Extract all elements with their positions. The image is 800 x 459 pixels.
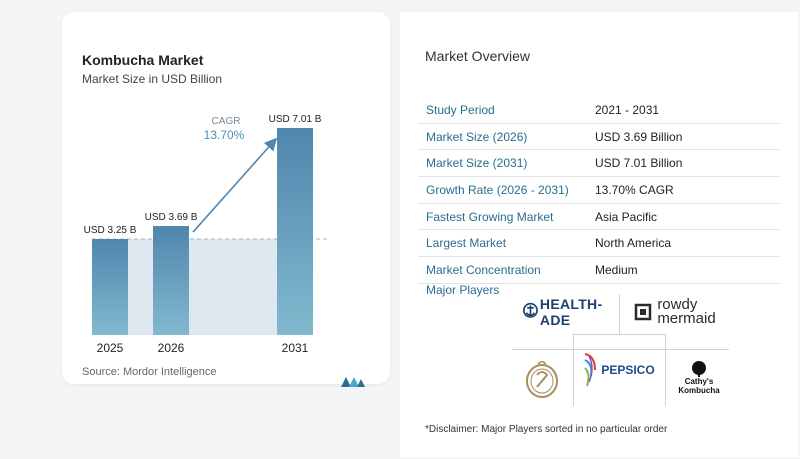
- major-players-title: Major Players: [426, 283, 500, 297]
- row-value: USD 7.01 Billion: [595, 156, 683, 171]
- data-label: USD 7.01 B: [269, 114, 322, 125]
- overview-table: Study Period 2021 - 2031 Market Size (20…: [418, 97, 780, 284]
- divider: [512, 349, 729, 350]
- crest-emblem-icon: [526, 361, 558, 398]
- data-label: USD 3.69 B: [145, 212, 198, 223]
- row-value: North America: [595, 236, 672, 251]
- cathys-kombucha-logo: Cathy's Kombucha: [672, 352, 726, 404]
- table-row: Market Size (2026) USD 3.69 Billion: [418, 124, 780, 151]
- cagr-value: 13.70%: [204, 128, 245, 142]
- divider: [573, 334, 574, 406]
- divider: [665, 334, 666, 406]
- cathys-text: Cathy's: [684, 377, 714, 386]
- mermaid-text: mermaid: [657, 310, 716, 327]
- bar-chart: USD 3.25 B 2025 USD 3.69 B 2026 USD 7.01 B 20…: [84, 114, 329, 355]
- anchor-icon: [523, 302, 538, 318]
- divider: [619, 294, 620, 334]
- divider: [573, 334, 665, 335]
- row-label: Fastest Growing Market: [426, 209, 554, 224]
- bar-2026: [153, 226, 189, 335]
- table-row: Fastest Growing Market Asia Pacific: [418, 204, 780, 231]
- cagr-label: CAGR: [212, 116, 241, 127]
- disclaimer-text: *Disclaimer: Major Players sorted in no …: [425, 424, 668, 435]
- row-value: 13.70% CAGR: [595, 183, 674, 198]
- rowdy-mermaid-wordmark: rowdy mermaid: [657, 296, 716, 327]
- tree-icon: [692, 361, 706, 377]
- row-label: Market Concentration: [426, 263, 541, 278]
- data-label: USD 3.25 B: [84, 225, 137, 236]
- chart-title: Kombucha Market: [82, 52, 204, 68]
- row-value: USD 3.69 Billion: [595, 129, 683, 144]
- chart-subtitle: Market Size in USD Billion: [82, 72, 223, 86]
- source-text: Source: Mordor Intelligence: [82, 366, 217, 378]
- cagr-arrow: [192, 137, 278, 233]
- health-ade-text: HEALTH-ADE: [539, 296, 603, 328]
- bar-2031: [277, 128, 313, 335]
- row-label: Largest Market: [426, 236, 507, 251]
- mordor-logo-icon: [341, 377, 365, 387]
- row-label: Market Size (2031): [426, 156, 528, 171]
- table-row: Market Size (2031) USD 7.01 Billion: [418, 150, 780, 178]
- rowdy-text: rowdy: [657, 296, 698, 313]
- row-label: Study Period: [426, 103, 495, 117]
- rowdy-mermaid-mark-icon: [635, 303, 652, 321]
- x-tick-label: 2031: [282, 341, 309, 355]
- row-value: Asia Pacific: [595, 209, 658, 224]
- health-ade-logo: HEALTH-ADE: [523, 296, 617, 328]
- row-value: 2021 - 2031: [595, 103, 660, 117]
- x-tick-label: 2026: [158, 341, 185, 355]
- pepsico-swirl-icon: [584, 353, 597, 387]
- table-row: Market Concentration Medium: [418, 257, 780, 284]
- table-row: Study Period 2021 - 2031: [418, 97, 780, 124]
- row-label: Growth Rate (2026 - 2031): [426, 183, 569, 198]
- seal-logo: [516, 357, 568, 403]
- pepsico-text: PEPSICO: [601, 363, 655, 377]
- chart-card: Kombucha Market Market Size in USD Billi…: [62, 12, 390, 387]
- bar-2025: [92, 239, 128, 335]
- overview-title: Market Overview: [425, 48, 531, 64]
- kombucha-text: Kombucha: [678, 386, 720, 395]
- x-tick-label: 2025: [97, 341, 124, 355]
- table-row: Growth Rate (2026 - 2031) 13.70% CAGR: [418, 177, 780, 204]
- rowdy-mermaid-logo: rowdy mermaid: [629, 297, 721, 327]
- market-overview-card: Market Overview Study Period 2021 - 2031…: [400, 12, 798, 457]
- table-row: Largest Market North America: [418, 230, 780, 258]
- pepsico-logo: PEPSICO: [576, 342, 662, 398]
- row-value: Medium: [595, 263, 638, 278]
- row-label: Market Size (2026): [426, 129, 528, 144]
